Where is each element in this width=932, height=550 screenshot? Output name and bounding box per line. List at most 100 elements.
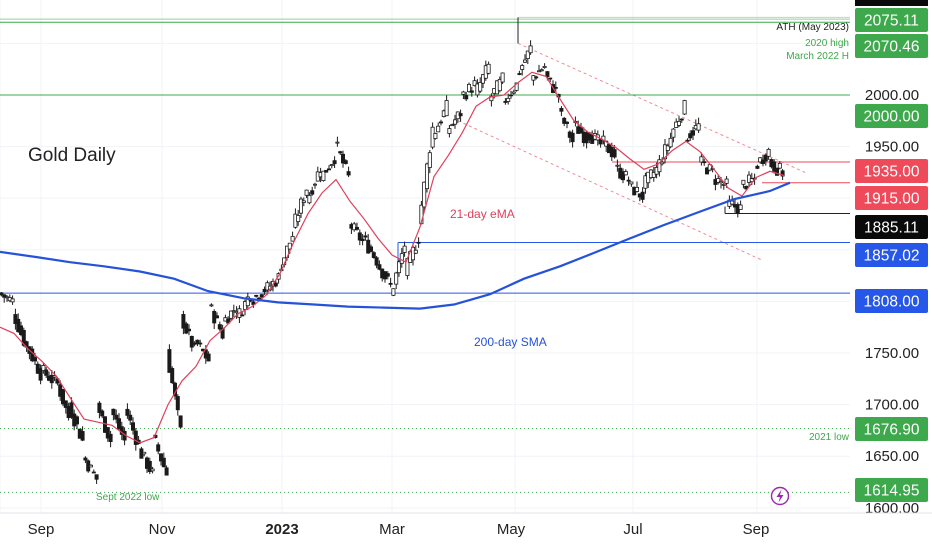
candle-body	[175, 396, 180, 411]
y-tick-1650-00: 1650.00	[865, 448, 919, 465]
candle-body	[724, 178, 729, 184]
price-tag-label-1885-11: 1885.11	[864, 220, 919, 237]
candle-body	[357, 232, 362, 241]
candle-body	[312, 183, 317, 186]
price-tag-2000-00	[855, 104, 928, 128]
candle-body	[304, 189, 309, 196]
candle-body	[220, 327, 225, 339]
ema-21-line	[0, 71, 785, 444]
candle-body	[663, 144, 668, 160]
candle-body	[422, 181, 427, 208]
candle-body	[623, 171, 628, 176]
candle-body	[766, 148, 771, 157]
candle-body	[682, 100, 687, 115]
candle-body	[777, 162, 782, 169]
candle-body	[91, 471, 96, 474]
candle-body	[296, 215, 301, 222]
y-tick-2000-00: 2000.00	[865, 87, 919, 104]
candle-body	[514, 82, 519, 91]
candle-body	[716, 178, 721, 183]
candle-body	[108, 433, 113, 443]
candle-body	[111, 408, 116, 416]
candle-body	[497, 78, 502, 92]
price-tag-1808-00	[855, 289, 928, 313]
candle-body	[167, 349, 172, 373]
candle-body	[705, 167, 710, 175]
candle-body	[94, 474, 99, 480]
candle-body	[254, 294, 259, 297]
candle-body	[671, 128, 676, 138]
candle-body	[301, 200, 306, 203]
candle-body	[195, 339, 200, 345]
candle-body	[436, 125, 441, 133]
candle-body	[520, 65, 525, 70]
candle-body	[621, 171, 626, 181]
candle-body	[119, 426, 124, 435]
price-tag-1676-90	[855, 417, 928, 441]
candle-body	[730, 200, 735, 205]
candle-body	[458, 113, 463, 117]
candle-body	[150, 468, 155, 472]
candle-body	[399, 253, 404, 264]
lightning-icon[interactable]	[770, 486, 790, 506]
candle-body	[368, 246, 373, 252]
price-tag-label-2070-46: 2070.46	[863, 39, 919, 56]
candle-body	[307, 194, 312, 204]
candle-body	[452, 119, 457, 125]
candle-body	[413, 249, 418, 254]
candle-body	[130, 422, 135, 431]
candle-body	[699, 156, 704, 163]
price-tag-1614-95	[855, 478, 928, 502]
candle-body	[161, 457, 166, 468]
candle-body	[324, 169, 329, 173]
x-tick-2023: 2023	[265, 521, 298, 538]
candle-body	[164, 467, 169, 476]
candle-body	[660, 161, 665, 165]
price-tag-top-clipped	[855, 0, 928, 6]
candle-body	[89, 464, 94, 468]
candle-body	[259, 294, 264, 298]
candle-body	[170, 368, 175, 384]
candle-body	[214, 315, 219, 319]
candle-body	[391, 288, 396, 296]
candle-body	[298, 198, 303, 214]
x-tick-nov: Nov	[149, 521, 176, 538]
price-tag-label-1857-02: 1857.02	[863, 248, 919, 265]
candle-body	[416, 241, 421, 244]
candle-body	[478, 82, 483, 92]
candle-body	[559, 108, 564, 112]
candle-body	[133, 430, 138, 445]
price-tag-label-2075-11: 2075.11	[864, 13, 919, 30]
candle-body	[38, 368, 43, 381]
candle-body	[346, 171, 351, 176]
candle-body	[21, 329, 26, 346]
candle-body	[635, 186, 640, 192]
x-tick-jul: Jul	[623, 521, 642, 538]
candle-body	[565, 121, 570, 124]
ath-label: ATH (May 2023)	[776, 22, 849, 33]
candle-body	[780, 170, 785, 177]
candle-body	[156, 444, 161, 452]
ema-21-label: 21-day eMA	[450, 207, 515, 221]
candle-body	[340, 153, 345, 164]
candle-body	[570, 132, 575, 143]
price-tag-2075-11	[855, 8, 928, 32]
candle-body	[352, 223, 357, 231]
candle-body	[198, 342, 203, 345]
candle-body	[186, 328, 191, 332]
candle-body	[114, 414, 119, 420]
candle-body	[615, 164, 620, 167]
candle-body	[189, 335, 194, 348]
candle-body	[761, 159, 766, 164]
sept-2022-low-label: Sept 2022 low	[96, 492, 160, 503]
candle-body	[44, 369, 49, 376]
candles	[0, 40, 785, 484]
candle-body	[553, 86, 558, 89]
candle-body	[665, 145, 670, 151]
candle-body	[775, 167, 780, 176]
candle-body	[702, 161, 707, 164]
chart-title: Gold Daily	[28, 145, 116, 166]
candle-body	[178, 415, 183, 428]
candle-body	[472, 80, 477, 87]
